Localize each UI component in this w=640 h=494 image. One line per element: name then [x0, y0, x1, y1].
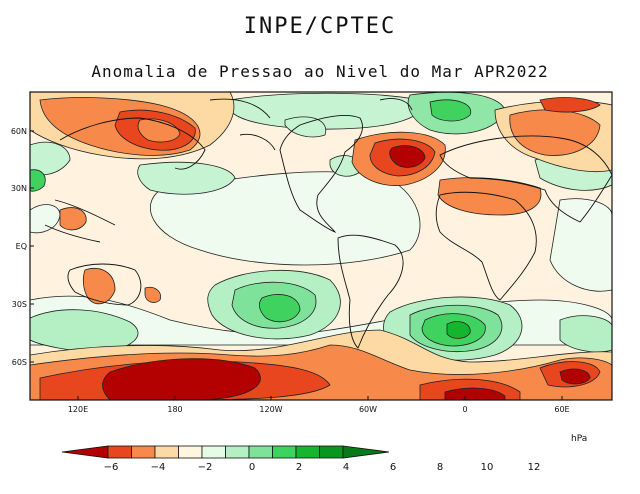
continent-outlines	[44, 98, 612, 349]
colorbar-tick-label: −4	[151, 462, 166, 473]
colorbar-ticks: −6 −4 −2 0 2 4 6 8 10 12	[104, 462, 541, 473]
colorbar-unit: hPa	[571, 434, 587, 444]
colorbar: hPa −6 −4 −2 0 2 4 6 8 10 12	[61, 434, 587, 473]
lat-label-eq: EQ	[16, 242, 27, 251]
colorbar-tick-label: 0	[249, 462, 255, 473]
lon-label-120w: 120W	[259, 405, 282, 414]
colorbar-tick-label: −6	[104, 462, 119, 473]
colorbar-segment	[272, 445, 297, 459]
lon-label-60e: 60E	[554, 405, 569, 414]
lat-label-60n: 60N	[11, 127, 27, 136]
colorbar-tick-label: 4	[343, 462, 349, 473]
colorbar-tick-label: 12	[528, 462, 541, 473]
colorbar-segment	[154, 445, 179, 459]
colorbar-tick-label: 6	[390, 462, 396, 473]
colorbar-segment	[248, 445, 273, 459]
colorbar-tick-label: 8	[437, 462, 443, 473]
colorbar-tick-label: 10	[481, 462, 494, 473]
colorbar-segment	[131, 445, 156, 459]
lon-label-60w: 60W	[359, 405, 377, 414]
colorbar-tick-label: 2	[296, 462, 302, 473]
agency-title: INPE/CPTEC	[243, 14, 397, 39]
colorbar-segment	[178, 445, 203, 459]
colorbar-segment	[319, 445, 344, 459]
lat-label-30n: 30N	[11, 184, 27, 193]
lon-label-180: 180	[167, 405, 182, 414]
lon-label-120e: 120E	[68, 405, 88, 414]
map-title: Anomalia de Pressao ao Nivel do Mar APR2…	[91, 62, 549, 81]
colorbar-segments	[61, 445, 390, 459]
colorbar-segment	[107, 445, 132, 459]
anomaly-field	[30, 92, 612, 400]
lon-label-0: 0	[462, 405, 467, 414]
colorbar-tick-label: −2	[198, 462, 213, 473]
colorbar-segment	[61, 445, 109, 459]
lat-label-60s: 60S	[12, 358, 27, 367]
colorbar-segment	[201, 445, 226, 459]
latitude-axis: 60N 30N EQ 30S 60S	[11, 127, 34, 367]
lat-label-30s: 30S	[12, 300, 27, 309]
colorbar-segment	[295, 445, 320, 459]
colorbar-segment	[342, 445, 390, 459]
colorbar-segment	[225, 445, 250, 459]
longitude-axis: 120E 180 120W 60W 0 60E	[68, 396, 570, 414]
